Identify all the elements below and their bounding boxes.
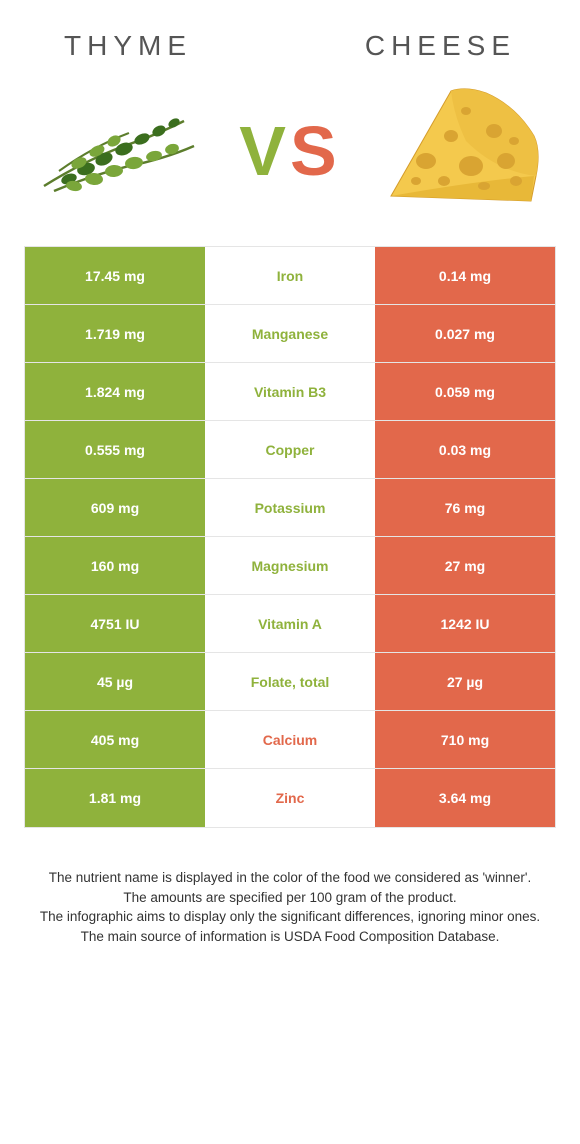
nutrient-name: Iron [205,268,375,284]
vs-v: V [239,112,290,190]
nutrient-name: Magnesium [205,558,375,574]
nutrient-name: Potassium [205,500,375,516]
vs-row: VS [24,86,556,246]
nutrient-name: Manganese [205,326,375,342]
cheese-value: 0.03 mg [375,421,555,478]
cheese-value: 1242 IU [375,595,555,652]
nutrient-row: 160 mgMagnesium27 mg [25,537,555,595]
nutrient-row: 405 mgCalcium710 mg [25,711,555,769]
cheese-value: 27 mg [375,537,555,594]
thyme-icon [34,91,204,211]
vs-s: S [290,112,341,190]
cheese-image [376,86,546,216]
nutrient-row: 45 µgFolate, total27 µg [25,653,555,711]
footnote-line: The nutrient name is displayed in the co… [34,868,546,888]
infographic-container: THYME CHEESE [0,0,580,966]
cheese-value: 0.059 mg [375,363,555,420]
title-thyme: THYME [64,30,192,62]
nutrient-row: 1.719 mgManganese0.027 mg [25,305,555,363]
cheese-value: 27 µg [375,653,555,710]
nutrient-name: Vitamin B3 [205,384,375,400]
titles-row: THYME CHEESE [24,20,556,86]
cheese-value: 76 mg [375,479,555,536]
thyme-value: 45 µg [25,653,205,710]
footnotes: The nutrient name is displayed in the co… [24,828,556,946]
footnote-line: The amounts are specified per 100 gram o… [34,888,546,908]
title-cheese: CHEESE [365,30,516,62]
nutrient-name: Vitamin A [205,616,375,632]
thyme-value: 1.81 mg [25,769,205,827]
nutrient-row: 4751 IUVitamin A1242 IU [25,595,555,653]
nutrient-row: 1.81 mgZinc3.64 mg [25,769,555,827]
cheese-value: 710 mg [375,711,555,768]
thyme-value: 1.719 mg [25,305,205,362]
nutrient-name: Copper [205,442,375,458]
footnote-line: The main source of information is USDA F… [34,927,546,947]
thyme-image [34,86,204,216]
cheese-value: 3.64 mg [375,769,555,827]
nutrient-row: 1.824 mgVitamin B30.059 mg [25,363,555,421]
thyme-value: 1.824 mg [25,363,205,420]
nutrient-table: 17.45 mgIron0.14 mg1.719 mgManganese0.02… [24,246,556,828]
thyme-value: 17.45 mg [25,247,205,304]
vs-label: VS [239,111,340,191]
cheese-icon [376,81,546,221]
nutrient-row: 0.555 mgCopper0.03 mg [25,421,555,479]
thyme-value: 0.555 mg [25,421,205,478]
thyme-value: 609 mg [25,479,205,536]
thyme-value: 405 mg [25,711,205,768]
nutrient-name: Calcium [205,732,375,748]
nutrient-name: Folate, total [205,674,375,690]
nutrient-row: 17.45 mgIron0.14 mg [25,247,555,305]
cheese-value: 0.027 mg [375,305,555,362]
footnote-line: The infographic aims to display only the… [34,907,546,927]
nutrient-name: Zinc [205,790,375,806]
cheese-value: 0.14 mg [375,247,555,304]
nutrient-row: 609 mgPotassium76 mg [25,479,555,537]
thyme-value: 4751 IU [25,595,205,652]
thyme-value: 160 mg [25,537,205,594]
